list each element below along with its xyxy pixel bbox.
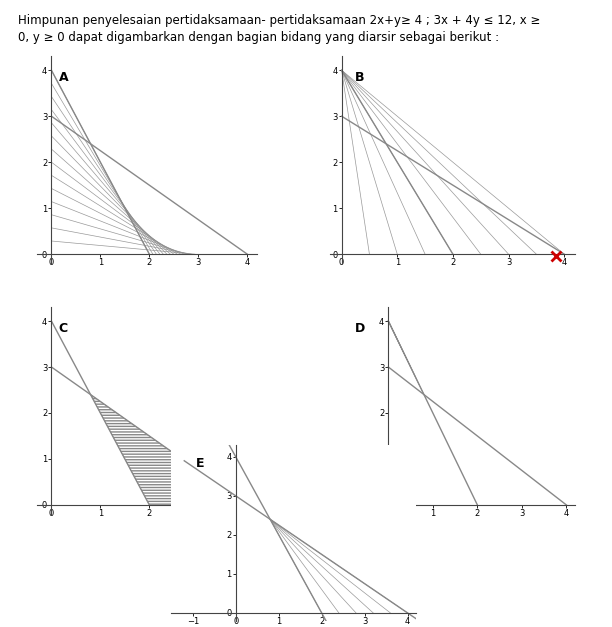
Text: B: B xyxy=(355,71,365,84)
Text: E: E xyxy=(196,458,204,470)
Text: A: A xyxy=(59,71,69,84)
Text: D: D xyxy=(355,322,365,335)
Text: Himpunan penyelesaian pertidaksamaan- pertidaksamaan 2x+y≥ 4 ; 3x + 4y ≤ 12, x ≥: Himpunan penyelesaian pertidaksamaan- pe… xyxy=(18,14,541,44)
Text: C: C xyxy=(59,322,68,335)
